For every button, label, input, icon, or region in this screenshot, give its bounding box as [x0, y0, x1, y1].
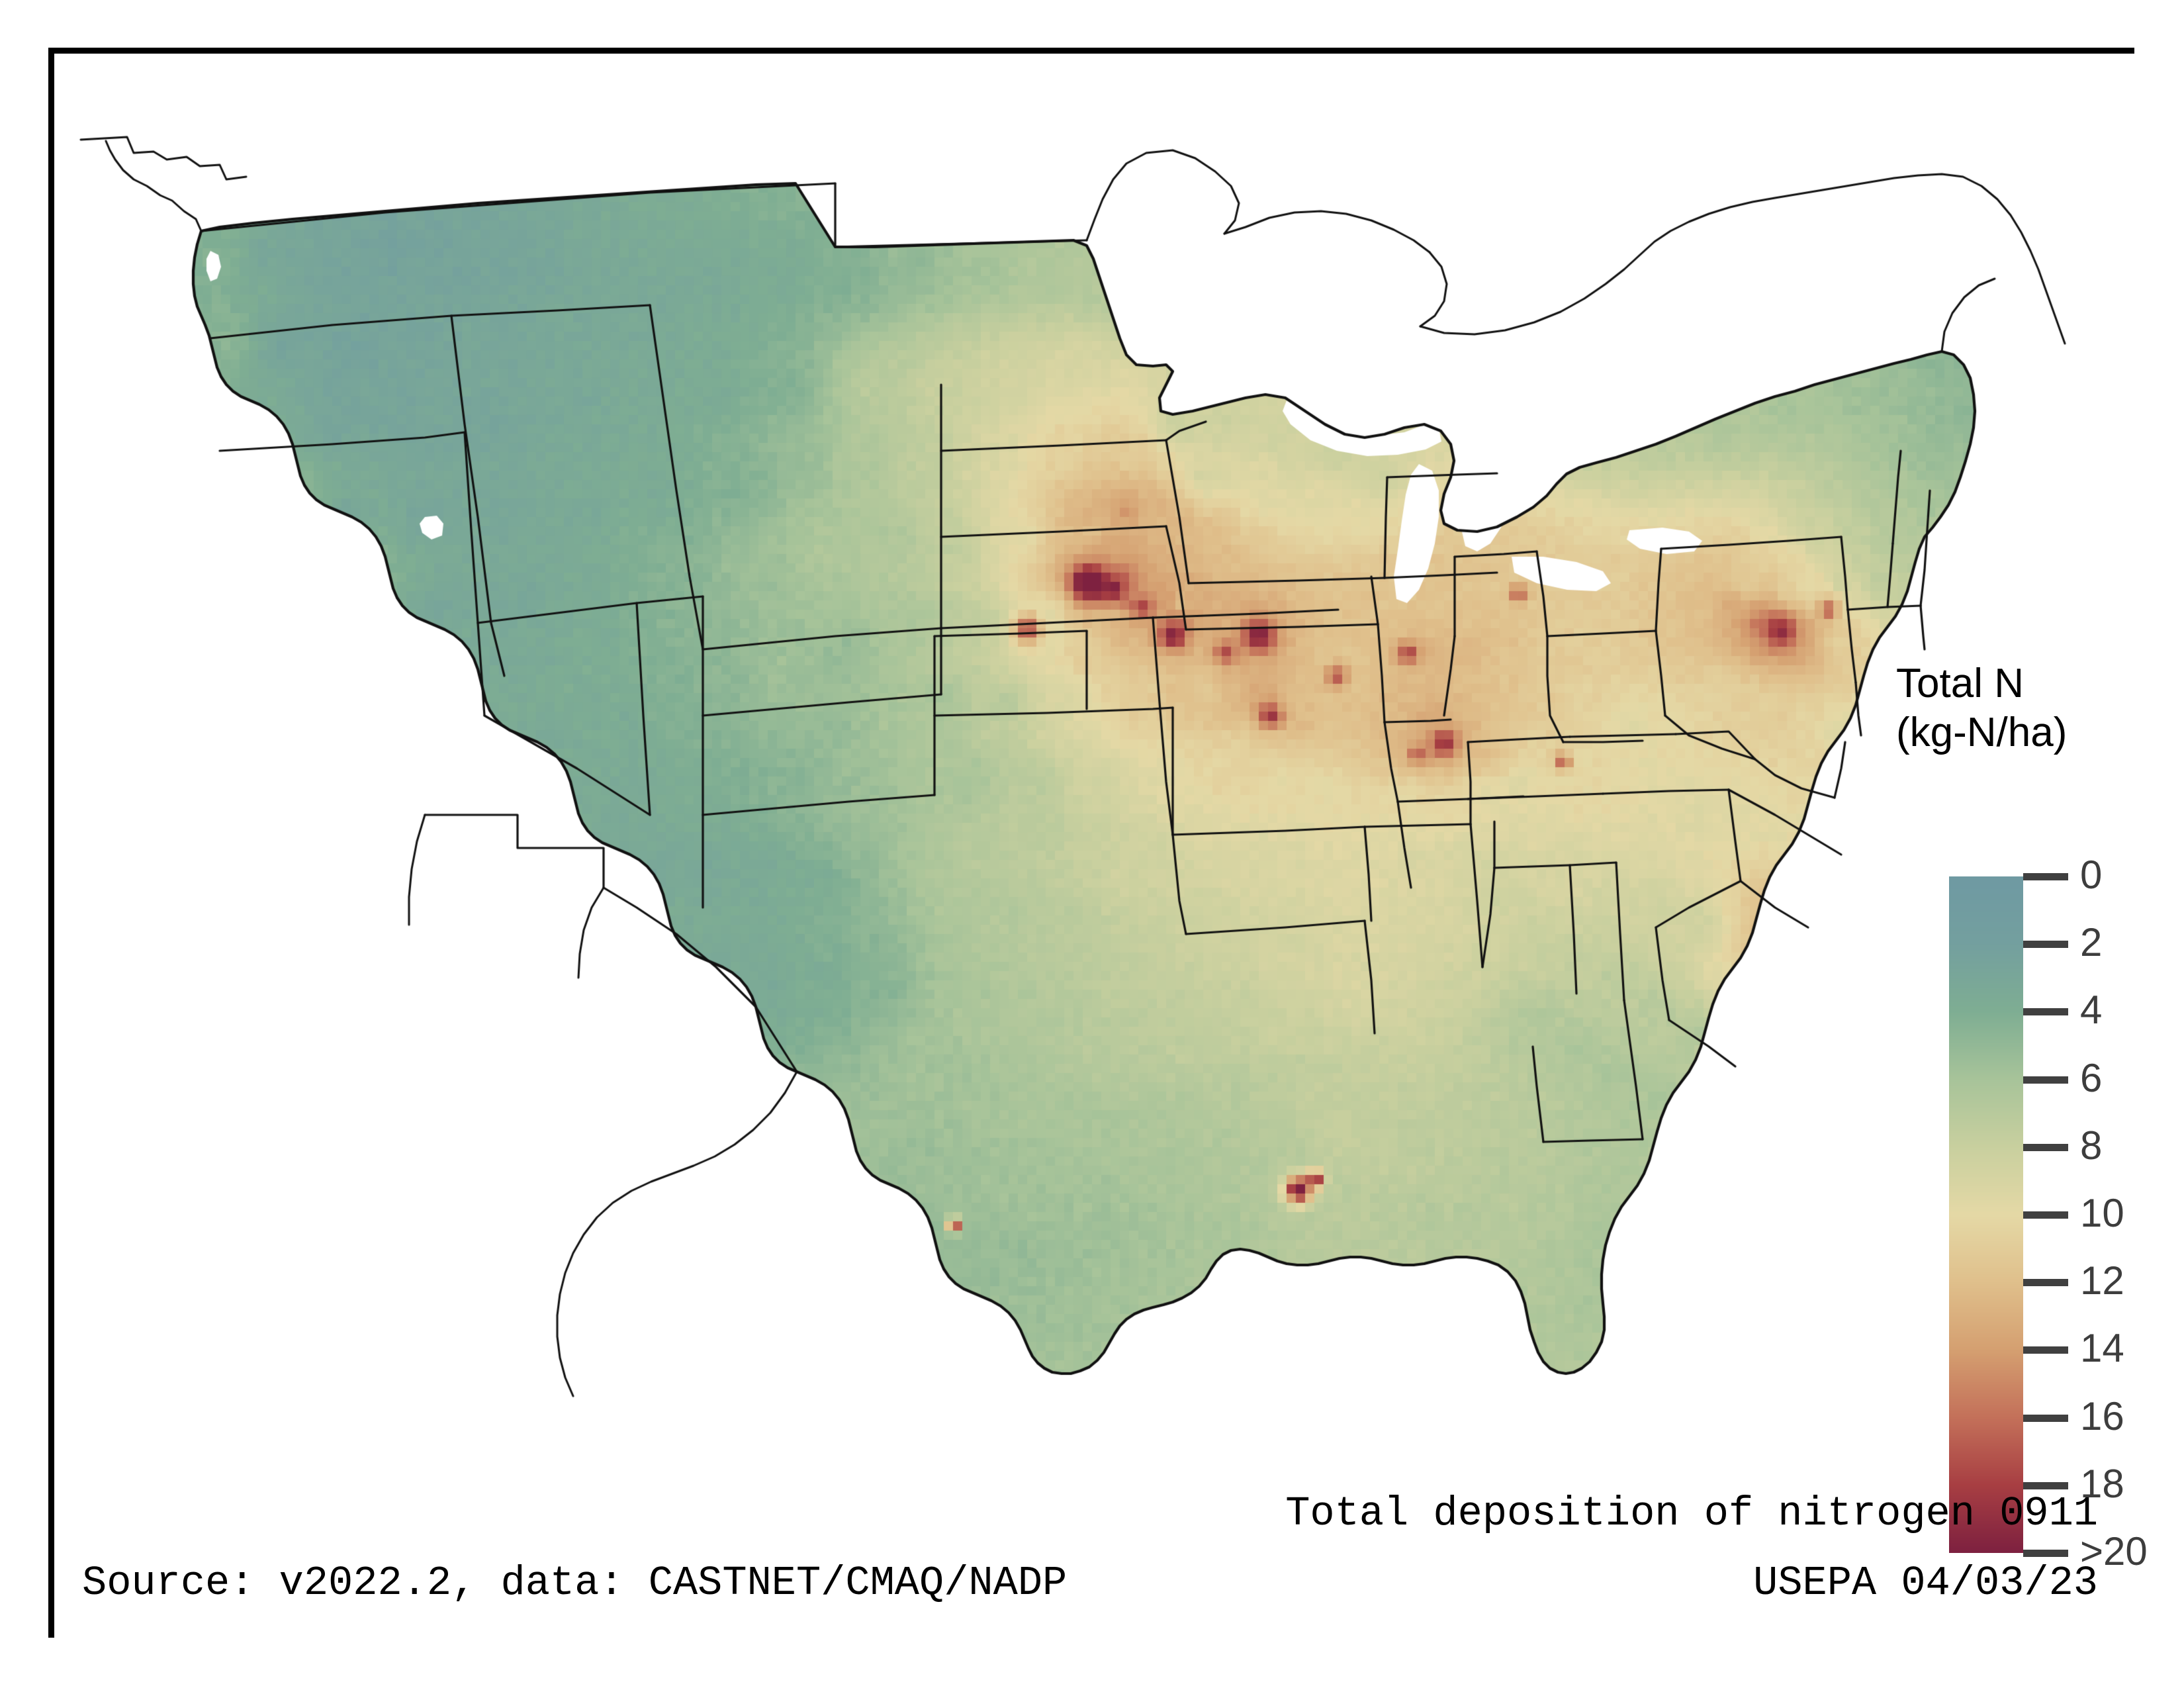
map-panel — [54, 54, 2140, 1644]
colorbar-legend: Total N (kg-N/ha) 0 2 4 6 8 10 12 14 16 18 >20 — [1891, 659, 2148, 1573]
colorbar-tick-label: 18 — [2080, 1461, 2124, 1506]
colorbar-tick-mark — [2023, 1414, 2068, 1422]
nitrogen-deposition-raster — [54, 54, 2140, 1644]
colorbar-gradient-bar: 0 2 4 6 8 10 12 14 16 18 >20 — [1949, 853, 2148, 1573]
colorbar-tick-label: 12 — [2080, 1258, 2124, 1303]
agency-date: USEPA 04/03/23 — [1753, 1560, 2098, 1607]
colorbar-tick-mark — [2023, 941, 2068, 949]
figure-frame: Total N (kg-N/ha) 0 2 4 6 8 10 12 14 16 18 >20 Tot… — [48, 48, 2148, 1644]
colorbar-tick-label: 16 — [2080, 1393, 2124, 1438]
colorbar-tick-mark — [2023, 1481, 2068, 1489]
colorbar-tick-label: 0 — [2080, 853, 2103, 897]
colorbar-tick-label: >20 — [2080, 1529, 2148, 1573]
colorbar-tick-mark — [2023, 1550, 2068, 1557]
colorbar-tick-label: 4 — [2080, 988, 2103, 1033]
colorbar-tick-mark — [2023, 1211, 2068, 1219]
colorbar-tick-mark — [2023, 1143, 2068, 1151]
source-note: Source: v2022.2, data: CASTNET/CMAQ/NADP — [82, 1560, 1068, 1607]
colorbar-tick-mark — [2023, 1008, 2068, 1016]
colorbar-title-line1: Total N — [1896, 661, 2024, 706]
colorbar-gradient — [1949, 876, 2023, 1553]
colorbar-tick-label: 14 — [2080, 1326, 2124, 1371]
colorbar-title-line2: (kg-N/ha) — [1896, 710, 2068, 755]
colorbar-tick-label: 6 — [2080, 1055, 2103, 1100]
colorbar-tick-label: 2 — [2080, 920, 2103, 965]
colorbar-tick-mark — [2023, 1346, 2068, 1354]
map-caption: Total deposition of nitrogen 0911 — [1285, 1490, 2098, 1537]
colorbar-tick-mark — [2023, 1279, 2068, 1287]
colorbar-title: Total N (kg-N/ha) — [1896, 659, 2142, 757]
colorbar-tick-mark — [2023, 873, 2068, 880]
colorbar-tick-label: 10 — [2080, 1191, 2124, 1235]
colorbar-tick-mark — [2023, 1076, 2068, 1084]
colorbar-tick-label: 8 — [2080, 1123, 2103, 1168]
